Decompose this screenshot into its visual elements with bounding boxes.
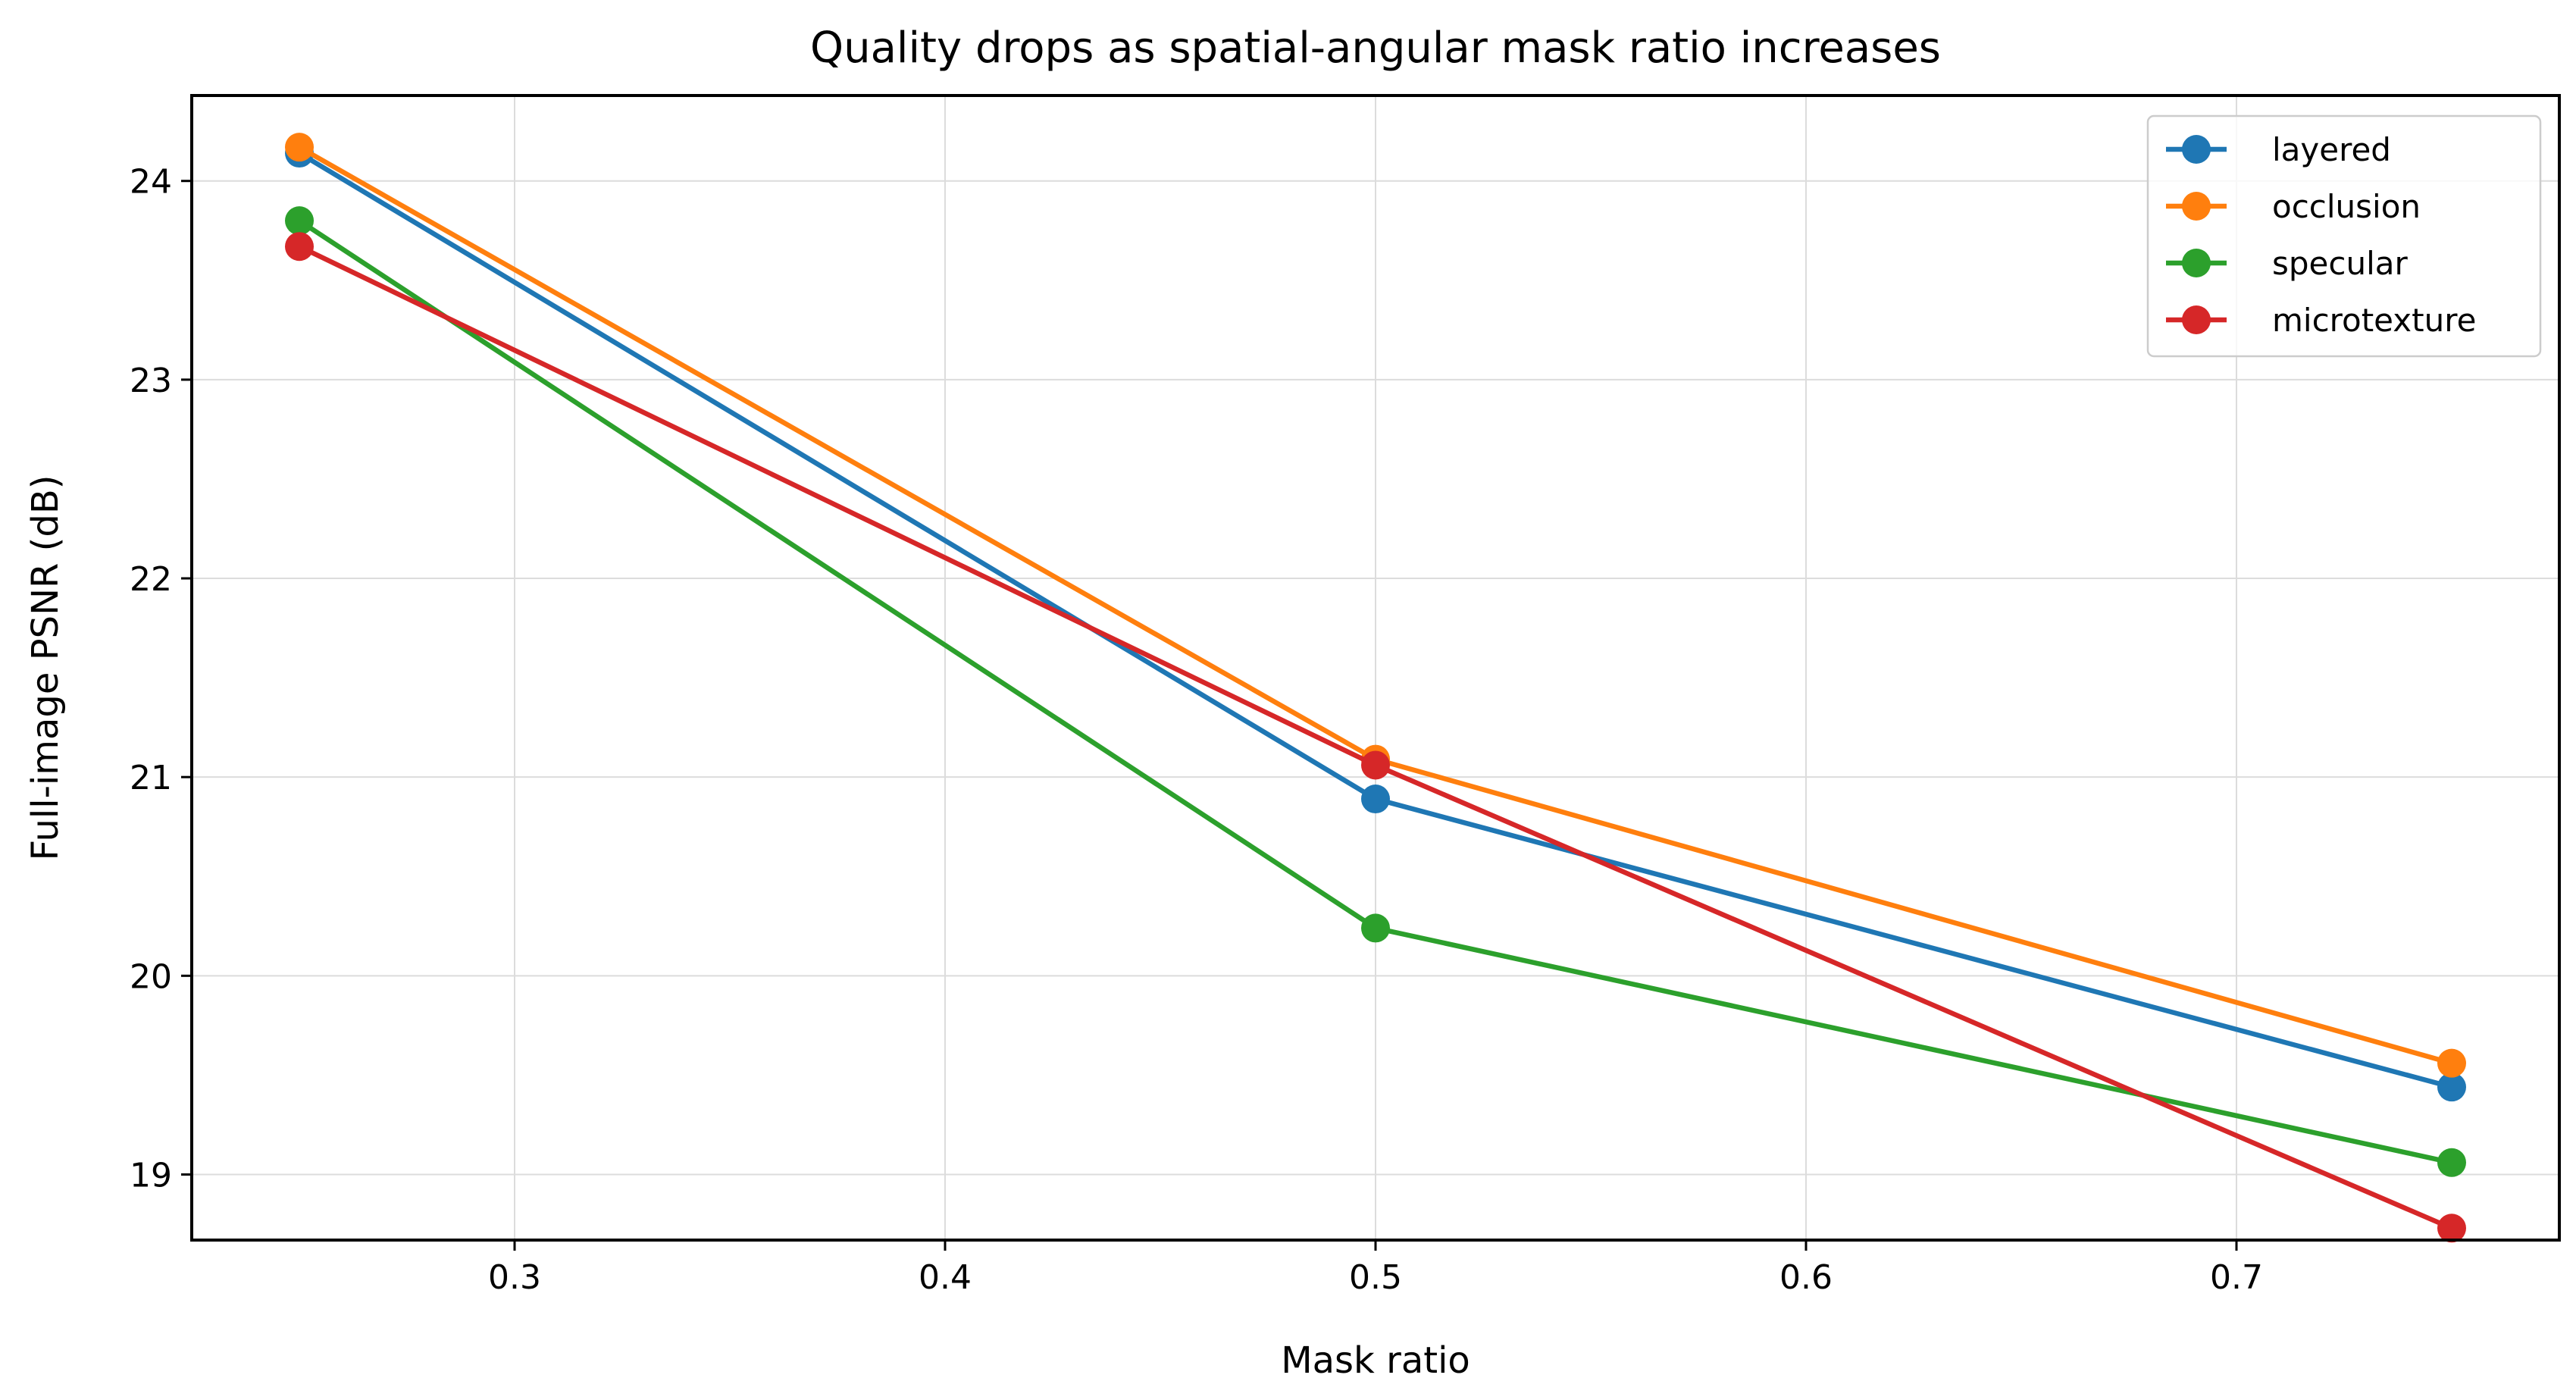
legend-swatch-marker (2182, 305, 2211, 334)
legend-swatch-marker (2182, 249, 2211, 277)
legend-label: occlusion (2272, 188, 2421, 225)
y-axis-label: Full-image PSNR (dB) (24, 475, 67, 861)
x-tick-label: 0.4 (919, 1258, 972, 1297)
series-microtexture (285, 232, 2466, 1243)
data-point-occlusion (285, 133, 314, 162)
legend-swatch-marker (2182, 192, 2211, 221)
legend-frame (2146, 114, 2542, 358)
legend-item-occlusion: occlusion (2166, 188, 2421, 225)
y-tick-label: 22 (130, 560, 172, 599)
legend-swatch-marker (2182, 135, 2211, 164)
plot-frame (190, 94, 2561, 1242)
y-tick-label: 21 (130, 759, 172, 797)
x-tick-label: 0.5 (1349, 1258, 1402, 1297)
data-point-microtexture (285, 232, 314, 262)
x-tick-label: 0.7 (2210, 1258, 2263, 1297)
series-specular (285, 206, 2466, 1177)
series-group (285, 133, 2466, 1243)
legend-item-specular: specular (2166, 245, 2408, 282)
legend-item-microtexture: microtexture (2166, 302, 2476, 339)
y-tick-label: 19 (130, 1156, 172, 1195)
legend-label: layered (2272, 131, 2391, 168)
chart-title: Quality drops as spatial-angular mask ra… (810, 23, 1941, 73)
data-point-microtexture (2437, 1214, 2466, 1243)
legend-label: microtexture (2272, 302, 2476, 339)
x-tick-label: 0.3 (488, 1258, 541, 1297)
data-point-occlusion (2437, 1048, 2466, 1078)
x-tick-label: 0.6 (1779, 1258, 1833, 1297)
data-point-microtexture (1361, 750, 1390, 780)
legend-label: specular (2272, 245, 2408, 282)
grid-lines (192, 96, 2559, 1240)
data-point-layered (2437, 1073, 2466, 1102)
x-axis-label: Mask ratio (1281, 1339, 1470, 1382)
x-axis-ticks: 0.3 0.4 0.5 0.6 0.7 (488, 1240, 2263, 1297)
data-point-layered (1361, 785, 1390, 814)
y-tick-label: 23 (130, 362, 172, 400)
data-point-specular (1361, 913, 1390, 943)
data-point-specular (285, 206, 314, 236)
legend-item-layered: layered (2166, 131, 2391, 168)
data-point-specular (2437, 1148, 2466, 1177)
y-tick-label: 24 (130, 163, 172, 202)
legend: layered occlusion specular microtexture (2146, 114, 2542, 358)
y-axis-ticks: 19 20 21 22 23 24 (130, 163, 192, 1195)
y-tick-label: 20 (130, 957, 172, 996)
